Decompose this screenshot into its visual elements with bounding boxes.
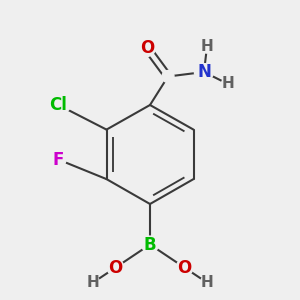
- Text: O: O: [177, 259, 192, 277]
- Ellipse shape: [200, 276, 214, 289]
- Ellipse shape: [86, 276, 100, 289]
- Text: B: B: [144, 236, 156, 253]
- Text: H: H: [87, 275, 99, 290]
- Text: F: F: [53, 151, 64, 169]
- Ellipse shape: [142, 236, 158, 253]
- Ellipse shape: [221, 77, 235, 91]
- Ellipse shape: [46, 96, 70, 114]
- Ellipse shape: [139, 40, 155, 56]
- Ellipse shape: [162, 70, 174, 83]
- Ellipse shape: [194, 64, 214, 80]
- Ellipse shape: [176, 259, 193, 276]
- Text: N: N: [197, 63, 211, 81]
- Text: O: O: [140, 39, 154, 57]
- Text: O: O: [108, 259, 123, 277]
- Text: H: H: [222, 76, 234, 92]
- Ellipse shape: [107, 259, 124, 276]
- Text: H: H: [201, 275, 213, 290]
- Ellipse shape: [51, 152, 66, 167]
- Text: H: H: [201, 39, 213, 54]
- Text: Cl: Cl: [50, 96, 68, 114]
- Ellipse shape: [200, 40, 214, 53]
